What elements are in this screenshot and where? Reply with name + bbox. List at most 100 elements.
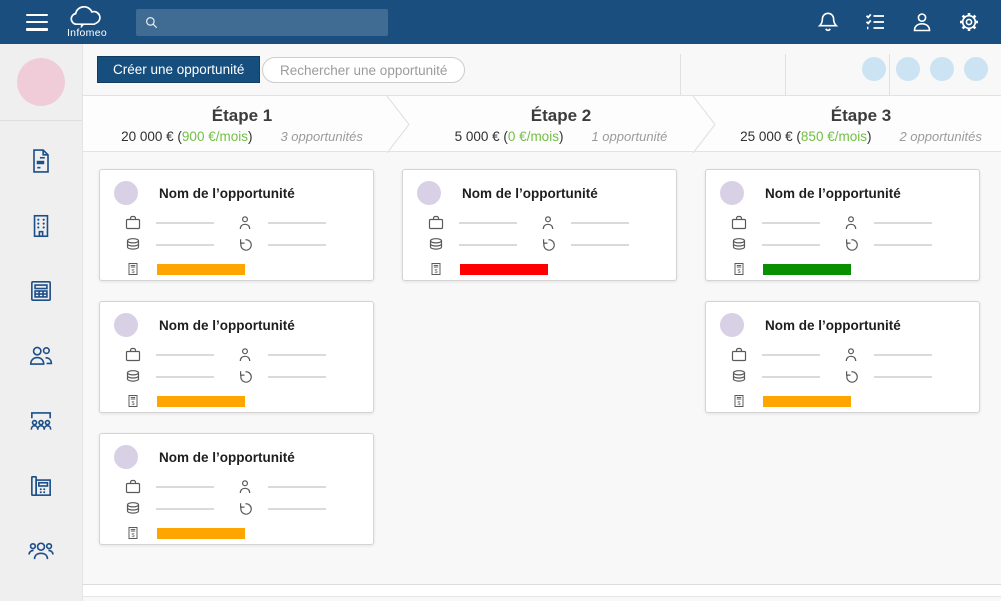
coins-icon	[124, 236, 142, 254]
coins-icon	[730, 368, 748, 386]
opportunity-card[interactable]: Nom de l’opportunité	[705, 169, 980, 281]
avatar[interactable]	[17, 58, 65, 106]
placeholder-line	[762, 354, 820, 356]
briefcase-icon	[427, 214, 445, 232]
stage-monthly: 0 €/mois	[507, 128, 559, 144]
tasks-icon[interactable]	[863, 10, 887, 34]
opportunity-title: Nom de l’opportunité	[159, 449, 295, 465]
placeholder-line	[156, 508, 214, 510]
calculator-icon[interactable]	[27, 277, 55, 305]
cloud-status-icon[interactable]	[964, 57, 988, 81]
briefcase-icon	[124, 346, 142, 364]
amount-bar	[763, 395, 851, 407]
toolbar-divider	[889, 54, 890, 95]
cloud-logo-icon	[64, 6, 110, 28]
app-logo[interactable]: Infomeo	[64, 6, 110, 39]
toolbar-divider	[680, 54, 681, 95]
opportunity-card[interactable]: Nom de l’opportunité	[99, 301, 374, 413]
sidebar-nav	[0, 121, 82, 565]
placeholder-line	[762, 244, 820, 246]
opportunity-title: Nom de l’opportunité	[159, 185, 295, 201]
profile-section	[0, 44, 82, 121]
undo-icon	[236, 500, 254, 518]
kanban-board: Nom de l’opportunité Nom de l’opportunit…	[83, 152, 1001, 584]
coins-icon	[124, 368, 142, 386]
stage-monthly: 850 €/mois	[800, 128, 867, 144]
opportunity-title: Nom de l’opportunité	[765, 185, 901, 201]
placeholder-line	[571, 222, 629, 224]
placeholder-line	[156, 244, 214, 246]
invoice-icon	[125, 261, 141, 277]
audience-icon[interactable]	[27, 407, 55, 435]
avatar	[720, 313, 744, 337]
top-navbar: Infomeo	[0, 0, 1001, 44]
search-bar[interactable]	[136, 8, 388, 36]
placeholder-line	[268, 486, 326, 488]
invoice-icon	[731, 393, 747, 409]
briefcase-icon	[730, 346, 748, 364]
main-area: Créer une opportunité Rechercher une opp…	[83, 44, 1001, 601]
placeholder-line	[459, 244, 517, 246]
placeholder-line	[268, 508, 326, 510]
horizontal-scrollbar[interactable]	[83, 584, 1001, 597]
opportunity-card[interactable]: Nom de l’opportunité	[99, 433, 374, 545]
stage-header-3[interactable]: Étape 3 25 000 € (850 €/mois) 2 opportun…	[707, 96, 1001, 151]
stage-header-row: Étape 1 20 000 € (900 €/mois) 3 opportun…	[83, 95, 1001, 153]
opportunity-card[interactable]: Nom de l’opportunité	[705, 301, 980, 413]
placeholder-line	[874, 354, 932, 356]
undo-icon	[842, 236, 860, 254]
fax-icon[interactable]	[27, 472, 55, 500]
document-icon[interactable]	[27, 147, 55, 175]
stage-amount: 20 000 € (900 €/mois)	[121, 128, 253, 144]
create-opportunity-button[interactable]: Créer une opportunité	[97, 56, 261, 83]
stage-column-1: Nom de l’opportunité Nom de l’opportunit…	[83, 169, 389, 584]
bell-icon[interactable]	[816, 10, 840, 34]
cloud-status-icon[interactable]	[862, 57, 886, 81]
opportunity-title: Nom de l’opportunité	[765, 317, 901, 333]
avatar	[114, 181, 138, 205]
search-opportunity-button[interactable]: Rechercher une opportunité	[262, 57, 466, 83]
stage-title: Étape 1	[211, 105, 273, 125]
gear-icon[interactable]	[957, 10, 981, 34]
placeholder-line	[156, 376, 214, 378]
placeholder-line	[874, 244, 932, 246]
stage-column-2: Nom de l’opportunité	[389, 169, 695, 584]
avatar	[114, 445, 138, 469]
stage-count: 3 opportunités	[280, 128, 363, 144]
hamburger-icon[interactable]	[26, 13, 48, 31]
stage-header-1[interactable]: Étape 1 20 000 € (900 €/mois) 3 opportun…	[83, 96, 401, 151]
placeholder-line	[156, 486, 214, 488]
placeholder-line	[156, 222, 214, 224]
stage-header-2[interactable]: Étape 2 5 000 € (0 €/mois) 1 opportunité	[401, 96, 707, 151]
cloud-status-icon[interactable]	[930, 57, 954, 81]
cloud-status-icon[interactable]	[896, 57, 920, 81]
opportunity-card[interactable]: Nom de l’opportunité	[99, 169, 374, 281]
search-input[interactable]	[166, 14, 380, 30]
person-icon	[236, 478, 254, 496]
team-icon[interactable]	[27, 537, 55, 565]
placeholder-line	[459, 222, 517, 224]
opportunity-card[interactable]: Nom de l’opportunité	[402, 169, 677, 281]
amount-bar	[157, 527, 245, 539]
stage-title: Étape 2	[530, 105, 592, 125]
briefcase-icon	[124, 214, 142, 232]
amount-bar	[763, 263, 851, 275]
opportunity-title: Nom de l’opportunité	[159, 317, 295, 333]
user-icon[interactable]	[910, 10, 934, 34]
person-icon	[236, 214, 254, 232]
avatar	[114, 313, 138, 337]
amount-bar	[157, 395, 245, 407]
avatar	[720, 181, 744, 205]
amount-bar	[157, 263, 245, 275]
undo-icon	[539, 236, 557, 254]
undo-icon	[842, 368, 860, 386]
contacts-icon[interactable]	[27, 342, 55, 370]
logo-text: Infomeo	[66, 26, 108, 39]
building-icon[interactable]	[27, 212, 55, 240]
person-icon	[842, 214, 860, 232]
stage-amount: 5 000 € (0 €/mois)	[454, 128, 564, 144]
placeholder-line	[268, 244, 326, 246]
placeholder-line	[268, 354, 326, 356]
toolbar-divider	[785, 54, 786, 95]
invoice-icon	[125, 393, 141, 409]
